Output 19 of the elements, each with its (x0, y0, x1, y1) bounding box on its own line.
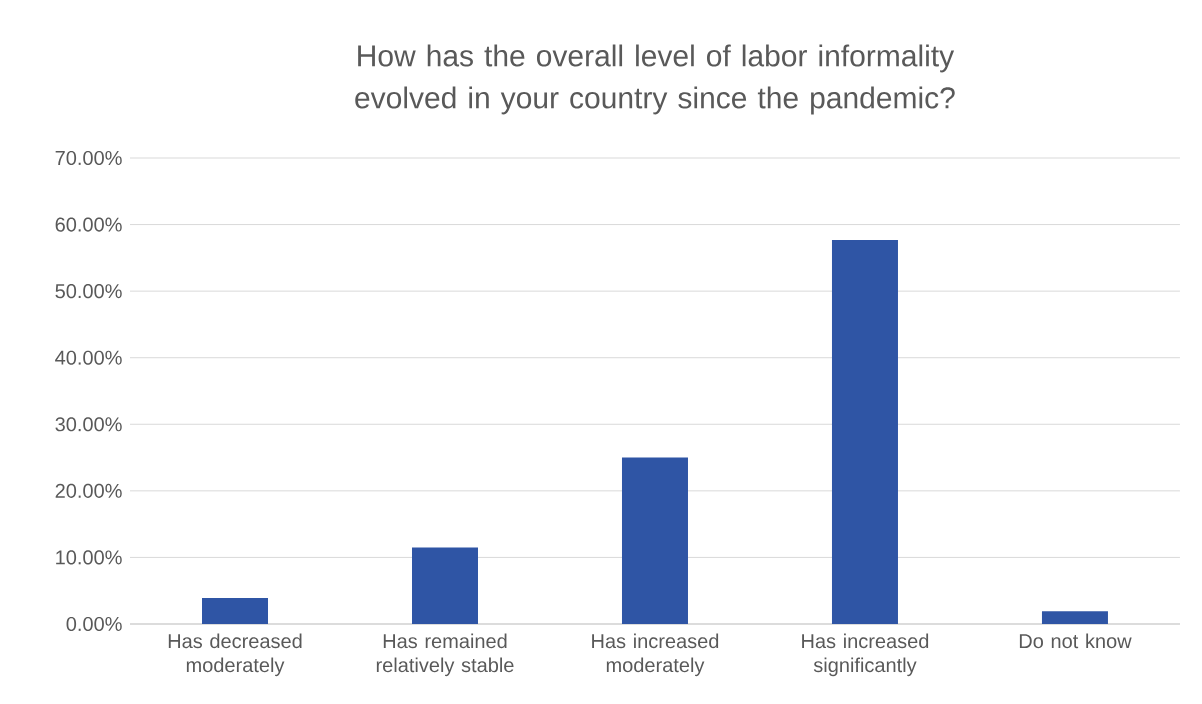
y-tick-label: 0.00% (66, 616, 122, 632)
y-tick-label: 20.00% (55, 483, 122, 498)
y-tick-label: 10.00% (56, 550, 122, 565)
x-tick-label: Has increased significantly (802, 633, 929, 677)
y-tick-label: 50.00% (55, 284, 122, 299)
x-tick-label: Has increased moderately (592, 633, 719, 677)
y-tick-label: 70.00% (55, 150, 122, 166)
y-tick-label: 30.00% (55, 417, 122, 432)
chart-title: How has the overall level of labor informality evolved in your country since the pandemic? (355, 44, 955, 115)
x-tick-label: Has decreased moderately (168, 633, 302, 677)
x-tick-label: Do not know (1019, 633, 1132, 649)
bar (1041, 611, 1108, 624)
y-tick-label: 60.00% (55, 217, 122, 232)
bar (412, 547, 478, 624)
x-tick-label: Has remained relatively stable (376, 633, 514, 677)
y-tick-label: 40.00% (55, 350, 122, 365)
bar (831, 239, 898, 624)
bar (621, 457, 688, 624)
bar (202, 598, 268, 624)
